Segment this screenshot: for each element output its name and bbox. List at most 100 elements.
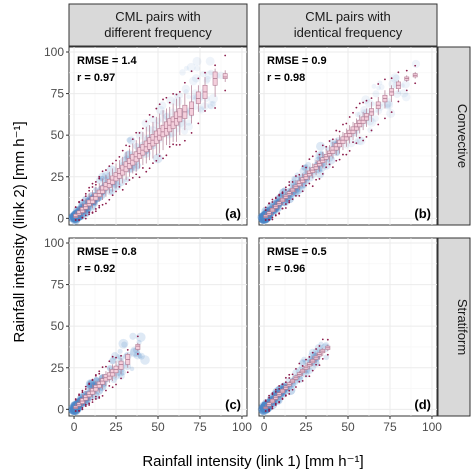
density-point <box>185 122 193 131</box>
boxplot <box>293 374 299 382</box>
density-point <box>384 100 392 108</box>
outlier-point <box>145 170 148 173</box>
boxplot <box>300 173 306 187</box>
outlier-point <box>328 163 331 166</box>
outlier-point <box>298 173 301 176</box>
density-point <box>99 175 105 181</box>
outlier-point <box>178 90 181 93</box>
boxplots <box>263 71 418 219</box>
outlier-point <box>291 181 294 183</box>
boxplot <box>76 206 82 218</box>
outlier-point <box>370 97 373 100</box>
outlier-point <box>308 356 311 358</box>
density-point <box>117 348 123 354</box>
density-point <box>334 150 341 156</box>
density-point <box>109 357 116 365</box>
outlier-point <box>295 386 297 388</box>
strip-row-1-label: Stratiform <box>455 299 470 355</box>
column-strips: CML pairs with different frequency CML pa… <box>68 3 438 47</box>
boxplot <box>395 80 401 92</box>
outlier-point <box>94 374 97 377</box>
outlier-point <box>91 398 94 401</box>
y-tick-label: 0 <box>57 402 64 416</box>
boxplot <box>296 371 302 378</box>
boxplot <box>125 352 131 368</box>
density-point <box>189 76 198 86</box>
outlier-point <box>414 82 417 85</box>
outlier-point <box>78 409 80 412</box>
box <box>222 73 228 79</box>
density-point <box>361 109 367 115</box>
outlier-point <box>271 405 274 408</box>
outlier-point <box>165 96 168 99</box>
outlier-point <box>278 194 281 197</box>
boxplot <box>389 85 395 102</box>
outlier-point <box>311 369 314 372</box>
correlation-label: r = 0.96 <box>267 263 305 275</box>
outlier-point <box>204 71 206 74</box>
density-point <box>210 100 217 107</box>
density-point <box>192 56 202 66</box>
density-point <box>207 101 216 110</box>
panel-a: RMSE = 1.4 r = 0.97 (a) <box>68 46 248 226</box>
boxplot <box>320 347 326 357</box>
outlier-point <box>308 182 311 185</box>
strip-column-1-label-line: CML pairs with <box>305 9 390 24</box>
outlier-point <box>88 186 91 189</box>
y-axis-title: Rainfall intensity (link 2) [mm h⁻¹] <box>11 121 28 342</box>
boxplot <box>280 195 285 206</box>
outlier-point <box>120 377 122 380</box>
density-point <box>301 356 307 362</box>
outlier-point <box>377 83 380 85</box>
outlier-point <box>288 181 291 183</box>
boxplot <box>276 198 282 209</box>
density-point <box>190 94 196 101</box>
outlier-point <box>74 410 77 412</box>
strip-column-0: CML pairs with different frequency <box>68 3 248 47</box>
x-tick-label: 50 <box>341 420 355 434</box>
strip-column-0-label-line: different frequency <box>104 25 212 40</box>
boxplot <box>263 404 269 410</box>
strip-column-1: CML pairs with identical frequency <box>258 3 438 47</box>
outlier-point <box>88 213 91 216</box>
outlier-point <box>98 177 101 180</box>
density-point <box>208 69 214 76</box>
outlier-point <box>94 183 97 186</box>
outlier-point <box>295 194 297 197</box>
outlier-point <box>288 377 291 379</box>
density-point <box>367 127 374 134</box>
outlier-point <box>88 383 91 386</box>
outlier-point <box>345 122 348 125</box>
boxplot <box>317 156 322 172</box>
y-tick-label: 50 <box>51 319 65 333</box>
outlier-point <box>108 360 111 363</box>
density-point <box>87 380 95 388</box>
density-point <box>356 111 364 119</box>
outlier-point <box>295 175 297 177</box>
outlier-point <box>291 388 294 391</box>
density-point <box>401 80 410 89</box>
x-axis-title: Rainfall intensity (link 1) [mm h⁻¹] <box>142 453 363 470</box>
outlier-point <box>355 142 358 145</box>
outlier-point <box>390 77 393 80</box>
density-point <box>175 127 181 133</box>
box <box>195 91 201 104</box>
box <box>135 344 141 350</box>
density-point <box>200 102 209 111</box>
outlier-point <box>284 381 287 384</box>
boxplot <box>382 90 388 109</box>
outlier-point <box>345 153 348 156</box>
outlier-point <box>318 345 321 347</box>
outlier-point <box>305 358 307 361</box>
outlier-point <box>268 410 270 412</box>
outlier-point <box>264 410 267 412</box>
boxplot <box>113 361 119 378</box>
outlier-point <box>301 165 304 168</box>
boxplot <box>83 198 89 214</box>
outlier-point <box>331 166 334 169</box>
boxplot <box>290 377 295 385</box>
density-point <box>390 73 400 83</box>
density-point <box>367 117 377 127</box>
density-point <box>378 84 385 90</box>
density-point <box>371 83 377 89</box>
